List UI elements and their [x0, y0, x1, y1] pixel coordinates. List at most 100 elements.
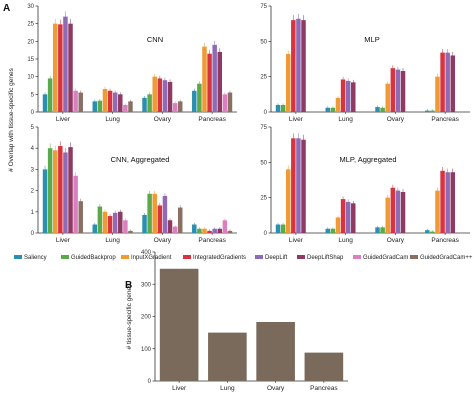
legend-swatch	[61, 255, 69, 259]
chart-title: MLP, Aggregated	[340, 155, 397, 164]
legend-swatch	[255, 255, 263, 259]
y-tick-label: 30	[27, 4, 34, 10]
y-tick-label: 50	[260, 160, 267, 166]
legend-item: GuidedGradCam	[353, 255, 408, 261]
bar	[325, 107, 331, 112]
y-tick-label: 75	[260, 4, 267, 10]
y-tick-label: 0	[31, 110, 35, 116]
x-tick-label: Pancreas	[198, 116, 226, 123]
bar	[208, 332, 247, 381]
bar	[285, 169, 291, 233]
legend-swatch	[121, 255, 129, 259]
chart-2: 0 1 2 3 4 5 CNN, Aggregated Liver Lung Ovary Pancr…	[31, 125, 237, 244]
bar	[167, 81, 173, 112]
y-tick-label: 25	[260, 75, 267, 81]
x-tick-label: Pancreas	[198, 237, 226, 244]
bar	[197, 83, 202, 112]
bar	[217, 228, 223, 233]
bar	[304, 352, 344, 381]
y-tick-label: 15	[27, 57, 34, 63]
bar	[142, 214, 147, 233]
bar	[275, 224, 281, 233]
bar	[207, 53, 212, 112]
bar	[157, 78, 163, 112]
chart-title: CNN	[147, 35, 163, 44]
y-tick-label: 0	[264, 231, 268, 237]
bar	[152, 193, 157, 233]
bar	[296, 138, 301, 233]
y-axis-label-a: # Overlap with tissue-specific genes	[8, 67, 15, 171]
bar	[256, 321, 295, 381]
bar	[172, 103, 178, 112]
y-tick-label: 0	[148, 379, 152, 385]
bar	[42, 169, 48, 233]
bar	[280, 224, 286, 233]
bar	[425, 230, 430, 233]
legend-item: DeepLift	[255, 255, 288, 261]
legend-item: Saliency	[14, 255, 47, 261]
bar	[147, 94, 152, 112]
x-tick-label: Lung	[220, 385, 235, 392]
bar	[395, 190, 401, 233]
y-tick-label: 5	[31, 125, 35, 131]
bar	[123, 220, 128, 233]
legend-item: DeepLiftShap	[297, 255, 344, 261]
panel-label-b: B	[125, 280, 132, 291]
bar	[345, 80, 351, 112]
bar	[385, 83, 390, 112]
bar	[301, 20, 306, 113]
bar	[291, 138, 296, 233]
legend-label: GuidedGradCam++	[420, 255, 473, 261]
bar	[450, 172, 456, 233]
bar	[78, 92, 83, 112]
bar	[380, 107, 385, 112]
legend-label: GuidedGradCam	[363, 255, 408, 261]
bar	[330, 107, 336, 112]
bar	[157, 205, 163, 233]
bar	[128, 101, 133, 112]
bar	[123, 104, 128, 112]
bar	[63, 16, 68, 113]
x-tick-label: Lung	[105, 116, 120, 123]
bar	[102, 89, 108, 112]
legend-swatch	[410, 255, 418, 259]
bar	[212, 44, 217, 112]
y-tick-label: 25	[27, 22, 34, 28]
bar	[47, 78, 53, 112]
y-tick-label: 2	[31, 189, 35, 195]
bar	[112, 212, 118, 233]
y-tick-label: 100	[141, 347, 152, 353]
x-tick-label: Pancreas	[310, 385, 338, 392]
bar	[296, 18, 301, 112]
bar	[162, 195, 168, 233]
chart-1: 0 25 50 75 MLP Liver Lung Ovary Pancreas	[260, 4, 470, 123]
bar	[280, 104, 286, 112]
y-tick-label: 400	[141, 250, 152, 256]
bar	[202, 46, 207, 113]
bar	[102, 211, 108, 233]
bar	[52, 150, 58, 233]
bar	[351, 82, 356, 112]
bar	[390, 187, 396, 233]
bar	[212, 228, 217, 233]
bar	[112, 92, 118, 112]
legend-item: GuidedGradCam++	[410, 255, 473, 261]
chart-4: 0 100 200 300 400 # tissue-specific genes Live…	[126, 250, 348, 392]
bar	[222, 220, 228, 233]
x-tick-label: Liver	[56, 116, 71, 123]
bar	[375, 227, 380, 233]
bar	[291, 20, 296, 113]
x-tick-label: Ovary	[267, 385, 285, 392]
y-tick-label: 3	[31, 167, 35, 173]
y-tick-label: 0	[264, 110, 268, 116]
bar	[450, 55, 456, 112]
legend-item: IntegratedGradients	[183, 255, 246, 261]
x-tick-label: Liver	[289, 116, 304, 123]
bar	[400, 71, 406, 112]
bar	[390, 68, 396, 112]
x-tick-label: Lung	[338, 237, 353, 244]
bar	[147, 193, 152, 233]
bar	[142, 97, 147, 112]
y-tick-label: 300	[141, 282, 152, 288]
